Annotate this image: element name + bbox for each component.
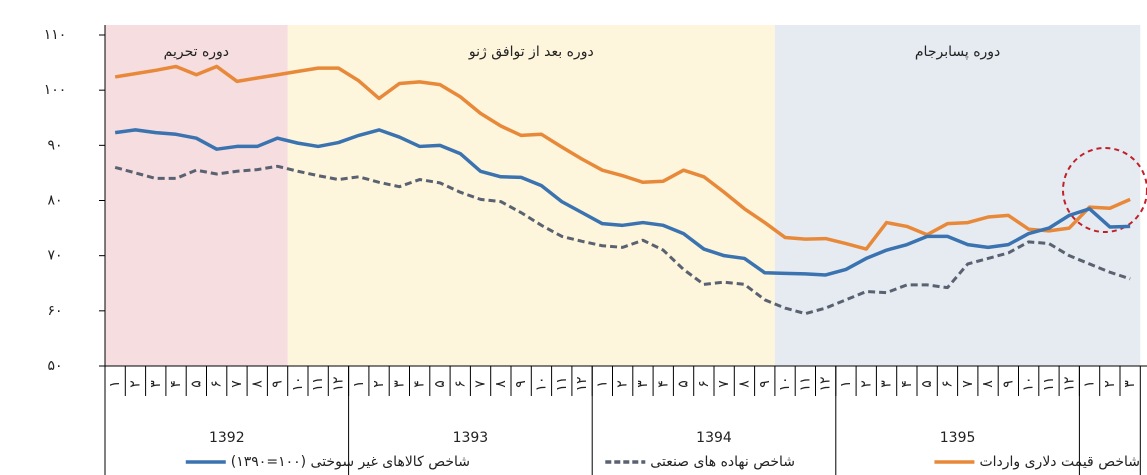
x-tick-label: ۱ [351,380,367,388]
legend-label: شاخص نهاده های صنعتی [650,454,795,470]
x-tick-label: ۶ [696,380,712,388]
region-label: دوره بعد از توافق ژنو [468,44,594,60]
x-tick-label: ۷ [960,380,976,388]
x-tick-label: ۱۰ [290,376,306,391]
x-tick-label: ۳ [391,380,407,388]
x-tick-label: ۱۲ [330,376,346,391]
legend-label: شاخص قیمت دلاری واردات [979,454,1140,470]
region [105,25,288,366]
x-tick-label: ۱ [838,380,854,388]
y-tick-label: ۶۰ [47,303,62,319]
x-tick-label: ۲ [371,380,387,388]
y-tick-label: ۸۰ [47,193,62,209]
x-tick-label: ۹ [757,380,773,388]
group-label: 1394 [696,430,732,446]
x-tick-label: ۲ [1102,380,1118,388]
x-tick-label: ۱۲ [574,376,590,391]
x-tick-label: ۵ [432,380,448,388]
x-tick-label: ۷ [473,380,489,388]
x-tick-label: ۶ [452,380,468,388]
x-tick-label: ۷ [716,380,732,388]
group-label: 1393 [453,430,489,446]
x-tick-label: ۲ [127,380,143,388]
y-tick-label: ۹۰ [47,137,62,153]
x-tick-label: ۵ [676,380,692,388]
x-tick-label: ۸ [736,380,752,388]
highlight-circle [1062,147,1147,233]
x-tick-label: ۱۲ [1061,376,1077,391]
x-tick-label: ۹ [513,380,529,388]
x-tick-label: ۳ [1122,380,1138,388]
x-tick-label: ۵ [919,380,935,388]
x-tick-label: ۱۲ [818,376,834,391]
y-tick-label: ۱۱۰ [44,27,67,43]
x-tick-label: ۳ [635,380,651,388]
x-tick-label: ۵ [188,380,204,388]
group-label: 1392 [209,430,245,446]
y-tick-label: ۱۰۰ [44,82,67,98]
legend-label: شاخص کالاهای غیر سوختی (۱۰۰=۱۳۹۰) [231,454,470,470]
x-tick-label: ۶ [209,380,225,388]
x-tick-label: ۱۱ [1041,376,1057,391]
background [105,25,1141,366]
x-tick-label: ۱۱ [554,376,570,391]
y-tick-label: ۵۰ [47,358,62,374]
x-tick-label: ۳ [879,380,895,388]
region-label: دوره پسابرجام [915,44,1000,60]
x-tick-label: ۲ [858,380,874,388]
x-tick-label: ۷ [229,380,245,388]
x-tick-label: ۱۱ [310,376,326,391]
x-tick-label: ۸ [249,380,265,388]
x-tick-label: ۴ [168,380,184,388]
region [774,25,1141,366]
line [114,64,1131,251]
x-tick-label: ۱۰ [533,376,549,391]
x-tick-label: ۴ [899,380,915,388]
x-tick-label: ۱ [594,380,610,388]
x-tick-label: ۱۰ [777,376,793,391]
x-tick-label: ۴ [655,380,671,388]
x-tick-label: ۱۰ [1021,376,1037,391]
line [114,128,1131,277]
y-tick-label: ۷۰ [47,248,62,264]
x-tick-label: ۱۱ [797,376,813,391]
x-tick-label: ۸ [980,380,996,388]
x-tick-label: ۹ [270,380,286,388]
x-tick-label: ۹ [1000,380,1016,388]
x-tick-label: ۴ [412,380,428,388]
x-tick-label: ۳ [148,380,164,388]
x-tick-label: ۱ [1082,380,1098,388]
line [114,164,1131,316]
region [287,25,775,366]
x-tick-label: ۱ [107,380,123,388]
x-tick-label: ۸ [493,380,509,388]
region-label: دوره تحریم [164,44,229,60]
x-tick-label: ۲ [615,380,631,388]
x-tick-label: ۶ [939,380,955,388]
group-label: 1395 [940,430,976,446]
